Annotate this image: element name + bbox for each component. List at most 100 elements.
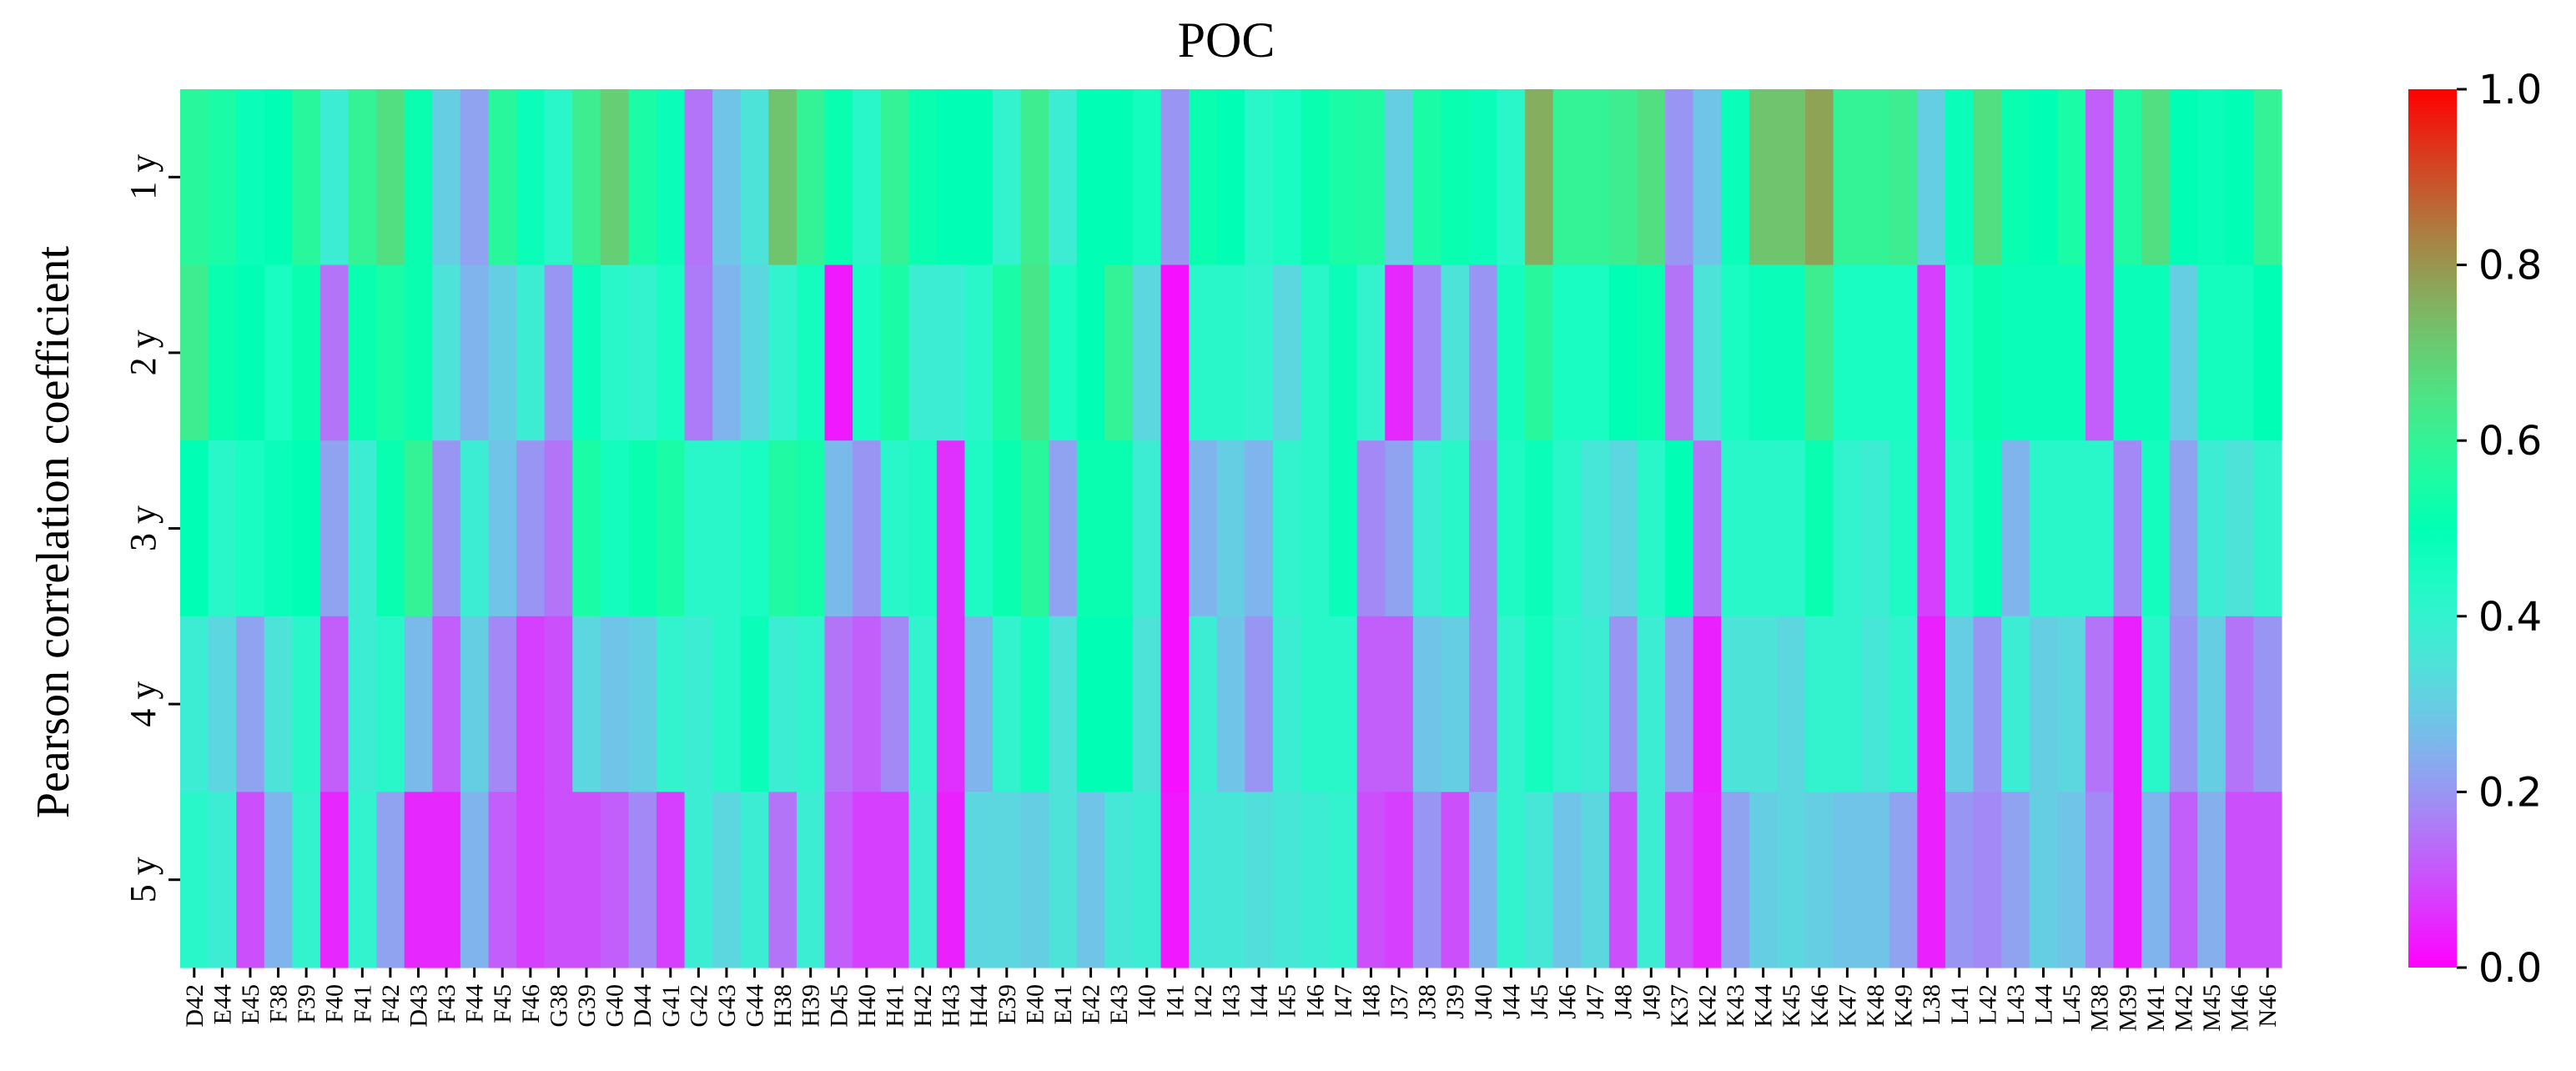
column-label: I48 <box>1357 984 1385 1018</box>
column-label: J39 <box>1441 984 1469 1019</box>
heatmap-cell-5y-D44 <box>628 792 657 968</box>
heatmap-cell-2y-E45 <box>236 264 265 441</box>
heatmap-cell-4y-H41 <box>880 616 909 792</box>
column-label: J47 <box>1582 984 1609 1019</box>
heatmap-cell-5y-L45 <box>2057 792 2086 968</box>
heatmap-cell-4y-E42 <box>1076 616 1105 792</box>
heatmap-cell-3y-I45 <box>1272 440 1302 617</box>
heatmap-cell-4y-J40 <box>1468 616 1498 792</box>
heatmap-cell-2y-H41 <box>880 264 909 441</box>
column-label: L43 <box>2002 984 2030 1024</box>
column-label: H42 <box>909 984 937 1028</box>
heatmap-cell-3y-J38 <box>1412 440 1441 617</box>
heatmap-cell-4y-E45 <box>236 616 265 792</box>
heatmap-cell-3y-M45 <box>2197 440 2226 617</box>
heatmap-cell-3y-H44 <box>964 440 994 617</box>
column-label: I44 <box>1245 984 1273 1018</box>
heatmap-cell-3y-M42 <box>2169 440 2198 617</box>
heatmap-cell-4y-J47 <box>1581 616 1610 792</box>
heatmap-cell-3y-K48 <box>1861 440 1890 617</box>
heatmap-cell-3y-G39 <box>572 440 601 617</box>
column-label: M39 <box>2114 984 2141 1032</box>
heatmap-cell-5y-H42 <box>908 792 938 968</box>
heatmap-cell-2y-K49 <box>1889 264 1918 441</box>
heatmap-cell-2y-M46 <box>2225 264 2255 441</box>
heatmap-cell-2y-E42 <box>1076 264 1105 441</box>
column-label: F44 <box>461 984 489 1023</box>
heatmap-cell-5y-I48 <box>1356 792 1386 968</box>
heatmap-cell-4y-F46 <box>516 616 546 792</box>
heatmap-cell-2y-K44 <box>1748 264 1779 441</box>
heatmap-cell-3y-F46 <box>516 440 546 617</box>
column-label: J38 <box>1414 984 1441 1019</box>
heatmap-cell-4y-H44 <box>964 616 994 792</box>
heatmap-cell-2y-H44 <box>964 264 994 441</box>
heatmap-cell-3y-E40 <box>1020 440 1049 617</box>
heatmap-cell-3y-E42 <box>1076 440 1105 617</box>
heatmap-cell-5y-K47 <box>1833 792 1862 968</box>
heatmap-cell-1y-E41 <box>1049 89 1078 266</box>
heatmap-cell-4y-F38 <box>264 616 293 792</box>
heatmap-cell-3y-J37 <box>1385 440 1414 617</box>
heatmap-cell-4y-K42 <box>1693 616 1722 792</box>
heatmap-cell-5y-G41 <box>656 792 686 968</box>
heatmap-cell-4y-F44 <box>460 616 490 792</box>
column-label: H40 <box>853 984 881 1028</box>
heatmap-cell-1y-K49 <box>1889 89 1918 266</box>
heatmap-cell-3y-H39 <box>796 440 826 617</box>
heatmap-cell-4y-G44 <box>740 616 769 792</box>
column-label: G39 <box>573 984 601 1028</box>
heatmap-cell-1y-L43 <box>2001 89 2030 266</box>
column-label: H38 <box>769 984 797 1028</box>
heatmap-cell-3y-E45 <box>236 440 265 617</box>
heatmap-cell-5y-J38 <box>1412 792 1441 968</box>
heatmap-cell-2y-I42 <box>1189 264 1218 441</box>
heatmap-cell-4y-I41 <box>1160 616 1190 792</box>
column-label: E45 <box>237 984 264 1024</box>
heatmap-cell-2y-M42 <box>2169 264 2198 441</box>
heatmap-cell-1y-G40 <box>600 89 629 266</box>
heatmap-cell-4y-E44 <box>208 616 237 792</box>
heatmap-cell-2y-H42 <box>908 264 938 441</box>
heatmap-cell-1y-F44 <box>460 89 490 266</box>
column-label: J40 <box>1470 984 1497 1019</box>
heatmap-cell-1y-J38 <box>1412 89 1441 266</box>
heatmap-cell-1y-G41 <box>656 89 686 266</box>
heatmap-cell-1y-J45 <box>1525 89 1554 266</box>
row-label: 3 y <box>123 505 164 551</box>
heatmap-cell-2y-K37 <box>1665 264 1694 441</box>
heatmap-cell-5y-E42 <box>1076 792 1105 968</box>
heatmap-cell-4y-K37 <box>1665 616 1694 792</box>
heatmap-cell-2y-J49 <box>1637 264 1666 441</box>
heatmap-cell-1y-M39 <box>2113 89 2142 266</box>
heatmap-cell-3y-N46 <box>2253 440 2282 617</box>
heatmap-cell-3y-J49 <box>1637 440 1666 617</box>
heatmap-cell-4y-I43 <box>1216 616 1245 792</box>
column-label: D44 <box>629 984 657 1028</box>
heatmap-cell-3y-M38 <box>2085 440 2115 617</box>
heatmap-cell-4y-L44 <box>2029 616 2058 792</box>
heatmap-cell-5y-F42 <box>376 792 405 968</box>
heatmap-cell-5y-G42 <box>684 792 713 968</box>
column-label: I47 <box>1330 984 1357 1018</box>
heatmap-cell-4y-K46 <box>1805 616 1834 792</box>
heatmap-cell-3y-K43 <box>1721 440 1750 617</box>
heatmap-cell-2y-J38 <box>1412 264 1441 441</box>
heatmap-cell-2y-K43 <box>1721 264 1750 441</box>
colorbar-gradient <box>2408 89 2457 968</box>
heatmap-cell-5y-K46 <box>1805 792 1834 968</box>
heatmap-cell-2y-M45 <box>2197 264 2226 441</box>
heatmap-cell-4y-J38 <box>1412 616 1441 792</box>
column-label: J44 <box>1497 984 1525 1019</box>
heatmap-cell-5y-H41 <box>880 792 909 968</box>
heatmap-cell-2y-L42 <box>1973 264 2002 441</box>
heatmap-cell-3y-L38 <box>1917 440 1946 617</box>
chart-title: POC <box>1178 13 1275 68</box>
heatmap-cell-1y-J46 <box>1552 89 1582 266</box>
heatmap-cell-5y-J45 <box>1525 792 1554 968</box>
heatmap-cell-2y-I46 <box>1301 264 1330 441</box>
column-label: I42 <box>1190 984 1217 1018</box>
column-label: L44 <box>2030 984 2058 1024</box>
heatmap-cell-3y-F45 <box>488 440 517 617</box>
